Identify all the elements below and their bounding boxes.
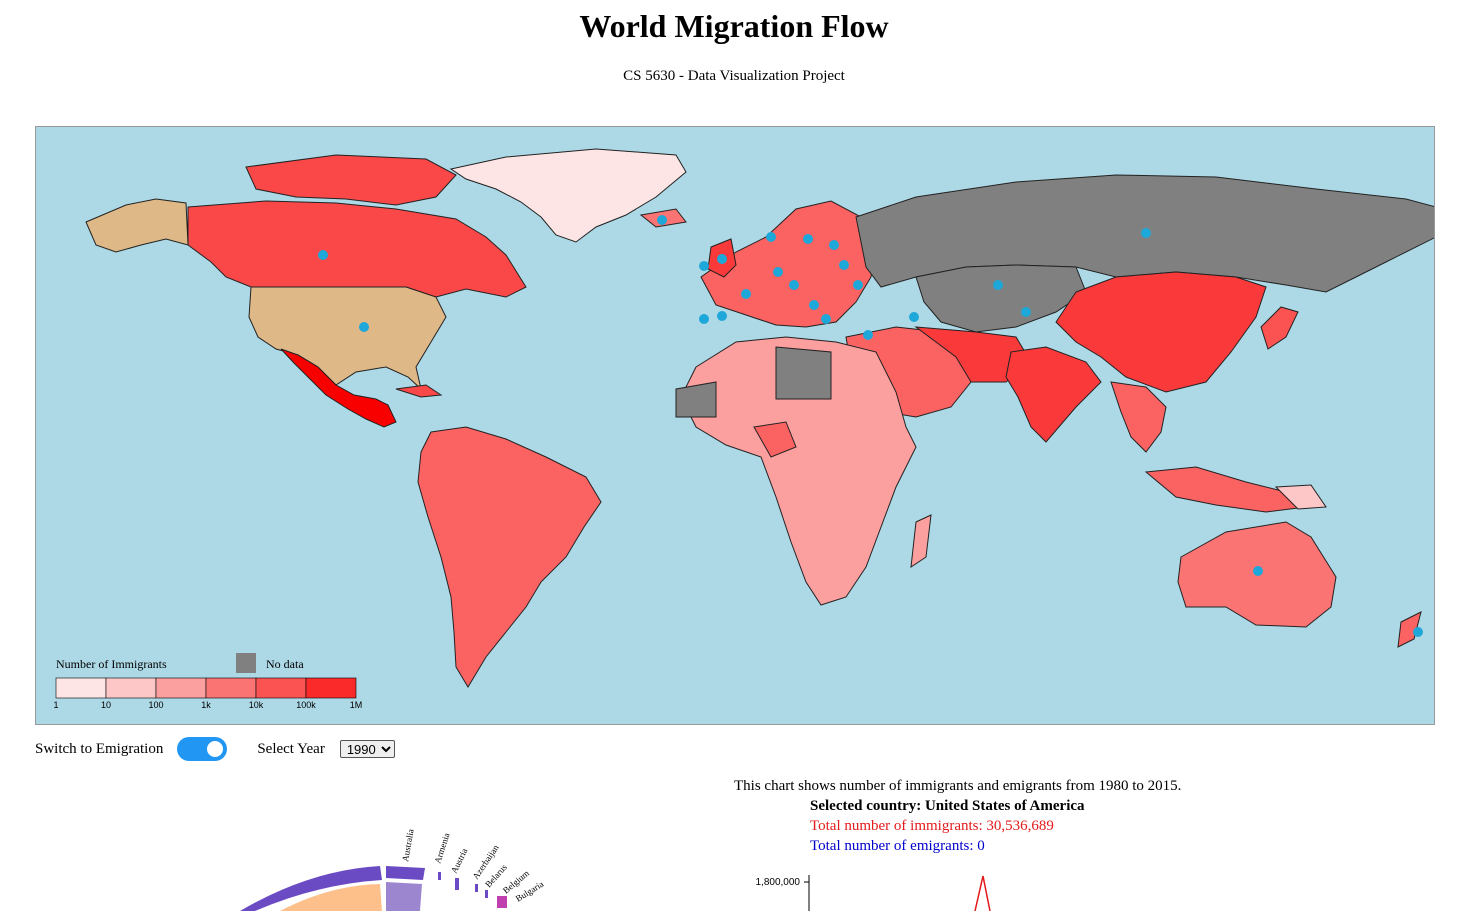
map-canvas: Number of Immigrants No data 1 10 100 1k 10k… <box>53 148 1434 710</box>
marker-icon[interactable] <box>853 280 863 290</box>
marker-icon[interactable] <box>1413 627 1423 637</box>
marker-icon[interactable] <box>803 234 813 244</box>
country-libya[interactable] <box>775 346 832 400</box>
legend-title: Number of Immigrants <box>56 657 167 671</box>
page-title: World Migration Flow <box>579 8 889 44</box>
marker-icon[interactable] <box>766 232 776 242</box>
country-mexico[interactable] <box>280 348 397 428</box>
legend-tick-label: 1M <box>350 700 363 710</box>
marker-icon[interactable] <box>993 280 1003 290</box>
total-emigrants: Total number of emigrants: 0 <box>810 838 985 854</box>
marker-icon[interactable] <box>1021 307 1031 317</box>
country-canada[interactable] <box>187 200 527 298</box>
chord-arc-australia[interactable] <box>386 866 425 880</box>
selected-country: Selected country: United States of Ameri… <box>810 798 1085 814</box>
marker-icon[interactable] <box>909 312 919 322</box>
toggle-knob <box>207 741 224 757</box>
chord-ribbon-australia[interactable] <box>386 882 422 911</box>
country-madagascar[interactable] <box>910 514 932 569</box>
country-central-asia[interactable] <box>915 264 1087 333</box>
country-alaska[interactable] <box>85 198 189 253</box>
emigration-toggle[interactable] <box>177 737 228 761</box>
legend-swatch <box>55 677 107 699</box>
legend-bar: 1 10 100 1k 10k 100k 1M <box>53 677 363 710</box>
chord-label: Australia <box>400 828 416 862</box>
controls-bar: Switch to Emigration Select Year 1990 <box>35 737 395 761</box>
legend-swatch <box>155 677 207 699</box>
country-png[interactable] <box>1274 484 1327 510</box>
map-markers <box>318 215 1423 637</box>
country-south-america[interactable] <box>417 426 602 688</box>
legend-tick-label: 1 <box>53 700 58 710</box>
chord-arc-belgium[interactable] <box>497 896 507 908</box>
marker-icon[interactable] <box>318 250 328 260</box>
chart-description: This chart shows number of immigrants an… <box>734 778 1182 794</box>
marker-icon[interactable] <box>821 314 831 324</box>
legend-swatch <box>255 677 307 699</box>
marker-icon[interactable] <box>741 289 751 299</box>
marker-icon[interactable] <box>717 311 727 321</box>
country-se-asia[interactable] <box>1110 381 1167 453</box>
no-data-label: No data <box>266 657 304 671</box>
country-india[interactable] <box>1005 346 1102 443</box>
marker-icon[interactable] <box>773 267 783 277</box>
page-subtitle: CS 5630 - Data Visualization Project <box>623 68 845 84</box>
legend-tick-label: 100 <box>148 700 163 710</box>
legend-swatch <box>205 677 257 699</box>
total-immigrants: Total number of immigrants: 30,536,689 <box>810 818 1054 834</box>
y-tick-label: 1,800,000 <box>756 877 801 888</box>
no-data-swatch <box>236 653 256 673</box>
legend-tick-label: 1k <box>201 700 211 710</box>
marker-icon[interactable] <box>699 314 709 324</box>
chord-ribbon[interactable] <box>280 884 382 911</box>
info-panel: This chart shows number of immigrants an… <box>734 776 1181 856</box>
legend-swatch <box>105 677 157 699</box>
legend-tick-label: 100k <box>296 700 316 710</box>
chord-arc-azerbaijan[interactable] <box>475 884 478 892</box>
country-greenland[interactable] <box>449 148 687 243</box>
country-china[interactable] <box>1055 271 1267 393</box>
world-map[interactable]: Number of Immigrants No data 1 10 100 1k 10k… <box>35 126 1435 725</box>
chord-arc-belarus[interactable] <box>485 890 488 898</box>
year-label: Select Year <box>257 740 325 757</box>
year-select[interactable]: 1990 <box>339 740 395 758</box>
legend-tick-label: 10 <box>101 700 111 710</box>
marker-icon[interactable] <box>829 240 839 250</box>
marker-icon[interactable] <box>657 215 667 225</box>
marker-icon[interactable] <box>717 254 727 264</box>
marker-icon[interactable] <box>1253 566 1263 576</box>
marker-icon[interactable] <box>359 322 369 332</box>
marker-icon[interactable] <box>839 260 849 270</box>
chord-arc-armenia[interactable] <box>438 872 441 880</box>
marker-icon[interactable] <box>1141 228 1151 238</box>
marker-icon[interactable] <box>863 330 873 340</box>
legend-tick-label: 10k <box>249 700 264 710</box>
chord-label: Armenia <box>432 832 451 865</box>
chord-label: Austria <box>449 847 470 875</box>
country-nigeria[interactable] <box>753 421 797 458</box>
line-chart: 1,800,000 <box>756 875 991 911</box>
legend-swatch <box>305 677 357 699</box>
country-japan[interactable] <box>1260 306 1299 350</box>
marker-icon[interactable] <box>699 261 709 271</box>
country-canada-islands[interactable] <box>245 154 457 206</box>
country-mauritania[interactable] <box>675 381 717 418</box>
marker-icon[interactable] <box>789 280 799 290</box>
country-new-zealand[interactable] <box>1397 611 1422 648</box>
chord-arc-usa[interactable] <box>240 866 382 911</box>
country-caribbean[interactable] <box>395 384 443 398</box>
country-africa[interactable] <box>680 336 917 606</box>
chord-arc-austria[interactable] <box>455 878 459 890</box>
immigrant-line <box>974 875 991 911</box>
marker-icon[interactable] <box>809 300 819 310</box>
country-usa[interactable] <box>248 286 447 391</box>
switch-label: Switch to Emigration <box>35 740 164 757</box>
